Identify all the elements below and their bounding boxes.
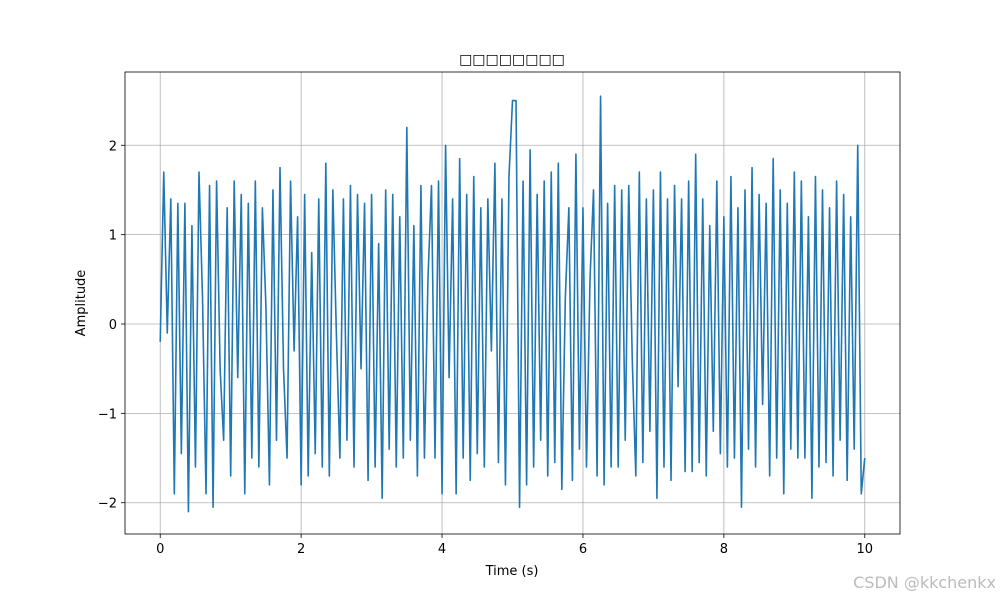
x-tick-label: 0: [156, 542, 164, 557]
y-tick-label: −2: [98, 497, 117, 512]
x-tick-label: 6: [579, 542, 587, 557]
x-tick-label: 8: [720, 542, 728, 557]
x-tick-label: 4: [438, 542, 446, 557]
y-tick-label: 1: [109, 229, 117, 244]
x-axis-label: Time (s): [485, 564, 539, 579]
x-tick-label: 10: [856, 542, 873, 557]
x-tick-label: 2: [297, 542, 305, 557]
signal-line: [159, 95, 866, 513]
y-axis-label: Amplitude: [74, 270, 89, 337]
chart-title: □□□□□□□□: [459, 52, 565, 68]
y-tick-label: 0: [109, 318, 117, 333]
plot-frame: [124, 71, 901, 535]
y-tick-label: 2: [109, 139, 117, 154]
watermark: CSDN @kkchenkx: [853, 573, 996, 592]
y-tick-label: −1: [98, 407, 117, 422]
